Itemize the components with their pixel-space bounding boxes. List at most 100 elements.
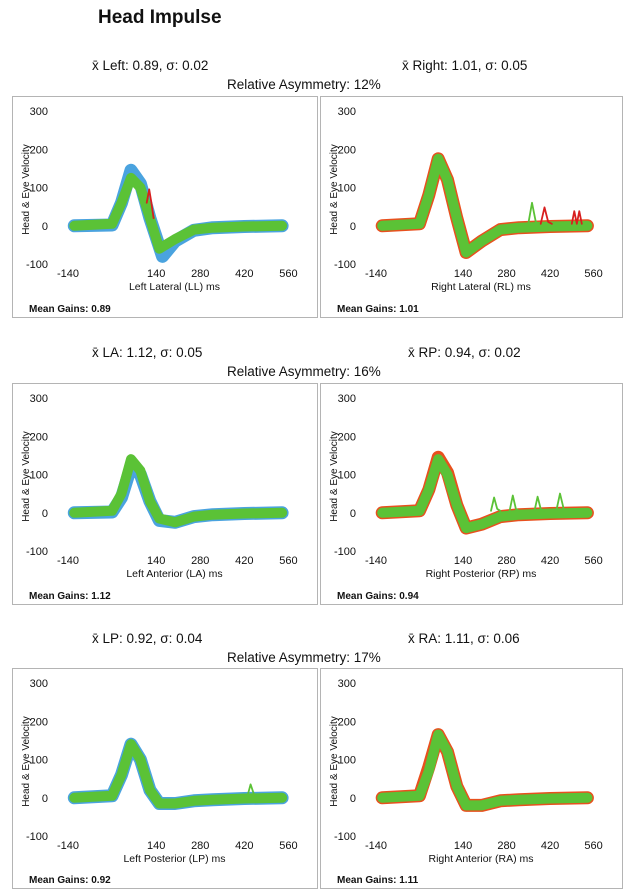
y-tick-label: 100 (338, 183, 356, 195)
y-tick-label: 300 (338, 106, 356, 118)
eye-velocity-trace (246, 783, 258, 797)
x-tick-label: 140 (147, 840, 165, 852)
x-tick-label: 140 (147, 555, 165, 567)
y-axis-label: Head & Eye Velocity (21, 431, 32, 522)
y-tick-label: 0 (350, 508, 356, 520)
y-axis-label: Head & Eye Velocity (329, 431, 340, 522)
y-tick-label: 300 (338, 678, 356, 690)
y-tick-label: 200 (30, 431, 48, 443)
mean-gains: Mean Gains: 1.01 (337, 304, 419, 315)
eye-velocity-trace (508, 494, 520, 512)
x-tick-label: 280 (191, 268, 209, 280)
y-tick-label: 200 (30, 716, 48, 728)
y-tick-label: 100 (30, 470, 48, 482)
y-tick-label: 0 (350, 221, 356, 233)
y-tick-label: 200 (338, 431, 356, 443)
eye-velocity-trace (377, 454, 593, 534)
y-tick-label: 0 (350, 793, 356, 805)
left-stat: x̄ Left: 0.89, σ: 0.02 (92, 58, 209, 73)
x-axis-label: Left Lateral (LL) ms (129, 281, 220, 293)
saccade-trace (570, 210, 583, 225)
x-tick-label: 420 (541, 840, 559, 852)
y-tick-label: 100 (338, 755, 356, 767)
eye-velocity-trace (533, 495, 545, 512)
x-tick-label: 140 (454, 268, 472, 280)
x-tick-label: 420 (235, 268, 253, 280)
x-tick-label: 560 (584, 840, 602, 852)
y-axis-label: Head & Eye Velocity (21, 716, 32, 807)
page-title: Head Impulse (98, 7, 222, 28)
chart-panel-left-lateral: Head & Eye Velocity -100 0 100 200 300 -140 140… (12, 96, 318, 318)
mean-gains: Mean Gains: 0.94 (337, 591, 419, 602)
x-tick-label: -140 (365, 268, 387, 280)
left-stat: x̄ LA: 1.12, σ: 0.05 (92, 345, 203, 360)
x-tick-label: 280 (191, 555, 209, 567)
x-tick-label: 420 (541, 268, 559, 280)
relative-asymmetry: Relative Asymmetry: 17% (227, 650, 381, 665)
x-tick-label: 280 (191, 840, 209, 852)
eye-velocity-trace (69, 454, 288, 528)
left-stat: x̄ LP: 0.92, σ: 0.04 (92, 631, 203, 646)
y-tick-label: 100 (30, 183, 48, 195)
y-tick-label: 300 (338, 393, 356, 405)
x-tick-label: 560 (279, 268, 297, 280)
y-tick-label: -100 (26, 259, 48, 271)
right-stat: x̄ RA: 1.11, σ: 0.06 (408, 631, 520, 646)
x-axis-label: Left Posterior (LP) ms (123, 853, 225, 865)
x-tick-label: 140 (147, 268, 165, 280)
chart-right-anterior: Head & Eye Velocity -100 0 100 200 300 -140 140… (329, 678, 603, 865)
x-tick-label: 140 (454, 840, 472, 852)
relative-asymmetry: Relative Asymmetry: 16% (227, 364, 381, 379)
y-tick-label: 0 (42, 221, 48, 233)
y-axis-label: Head & Eye Velocity (21, 144, 32, 235)
chart-left-anterior: Head & Eye Velocity -100 0 100 200 300 -140 140… (21, 393, 298, 580)
eye-velocity-trace (555, 492, 569, 512)
y-tick-label: 0 (42, 508, 48, 520)
x-tick-label: 280 (497, 840, 515, 852)
saccade-trace (539, 206, 553, 225)
y-tick-label: 200 (30, 144, 48, 156)
chart-panel-right-posterior: Head & Eye Velocity -100 0 100 200 300 -140 140… (320, 383, 623, 605)
y-tick-label: 200 (338, 716, 356, 728)
saccade-trace (145, 188, 155, 219)
chart-panel-right-lateral: Head & Eye Velocity -100 0 100 200 300 -140 140… (320, 96, 623, 318)
chart-panel-left-anterior: Head & Eye Velocity -100 0 100 200 300 -140 140… (12, 383, 318, 605)
right-stat: x̄ Right: 1.01, σ: 0.05 (402, 58, 528, 73)
chart-right-posterior: Head & Eye Velocity -100 0 100 200 300 -140 140… (329, 393, 603, 580)
eye-velocity-trace (69, 172, 288, 254)
x-tick-label: -140 (57, 840, 79, 852)
mean-gains: Mean Gains: 1.12 (29, 591, 111, 602)
x-tick-label: -140 (57, 268, 79, 280)
chart-right-lateral: Head & Eye Velocity -100 0 100 200 300 -140 140… (329, 106, 603, 293)
y-tick-label: 0 (42, 793, 48, 805)
relative-asymmetry: Relative Asymmetry: 12% (227, 77, 381, 92)
y-tick-label: 100 (30, 755, 48, 767)
eye-velocity-trace (69, 739, 288, 809)
eye-velocity-trace (527, 201, 541, 225)
x-tick-label: 560 (584, 268, 602, 280)
mean-gains: Mean Gains: 0.89 (29, 304, 111, 315)
chart-panel-left-posterior: Head & Eye Velocity -100 0 100 200 300 -140 140… (12, 668, 318, 889)
y-tick-label: -100 (334, 831, 356, 843)
y-tick-label: 200 (338, 144, 356, 156)
y-tick-label: -100 (26, 831, 48, 843)
y-axis-label: Head & Eye Velocity (329, 144, 340, 235)
x-axis-label: Right Lateral (RL) ms (431, 281, 531, 293)
chart-left-lateral: Head & Eye Velocity -100 0 100 200 300 -140 140… (21, 106, 298, 293)
x-axis-label: Right Anterior (RA) ms (428, 853, 533, 865)
head-velocity-trace (67, 163, 289, 263)
x-tick-label: 420 (541, 555, 559, 567)
y-tick-label: 300 (30, 393, 48, 405)
x-tick-label: 280 (497, 555, 515, 567)
mean-gains: Mean Gains: 0.92 (29, 875, 111, 886)
chart-left-posterior: Head & Eye Velocity -100 0 100 200 300 -140 140… (21, 678, 298, 865)
x-axis-label: Right Posterior (RP) ms (426, 568, 537, 580)
chart-panel-right-anterior: Head & Eye Velocity -100 0 100 200 300 -140 140… (320, 668, 623, 889)
x-tick-label: 560 (584, 555, 602, 567)
x-tick-label: -140 (57, 555, 79, 567)
x-tick-label: 560 (279, 555, 297, 567)
y-axis-label: Head & Eye Velocity (329, 716, 340, 807)
x-tick-label: 420 (235, 555, 253, 567)
x-tick-label: -140 (365, 555, 387, 567)
x-tick-label: 560 (279, 840, 297, 852)
